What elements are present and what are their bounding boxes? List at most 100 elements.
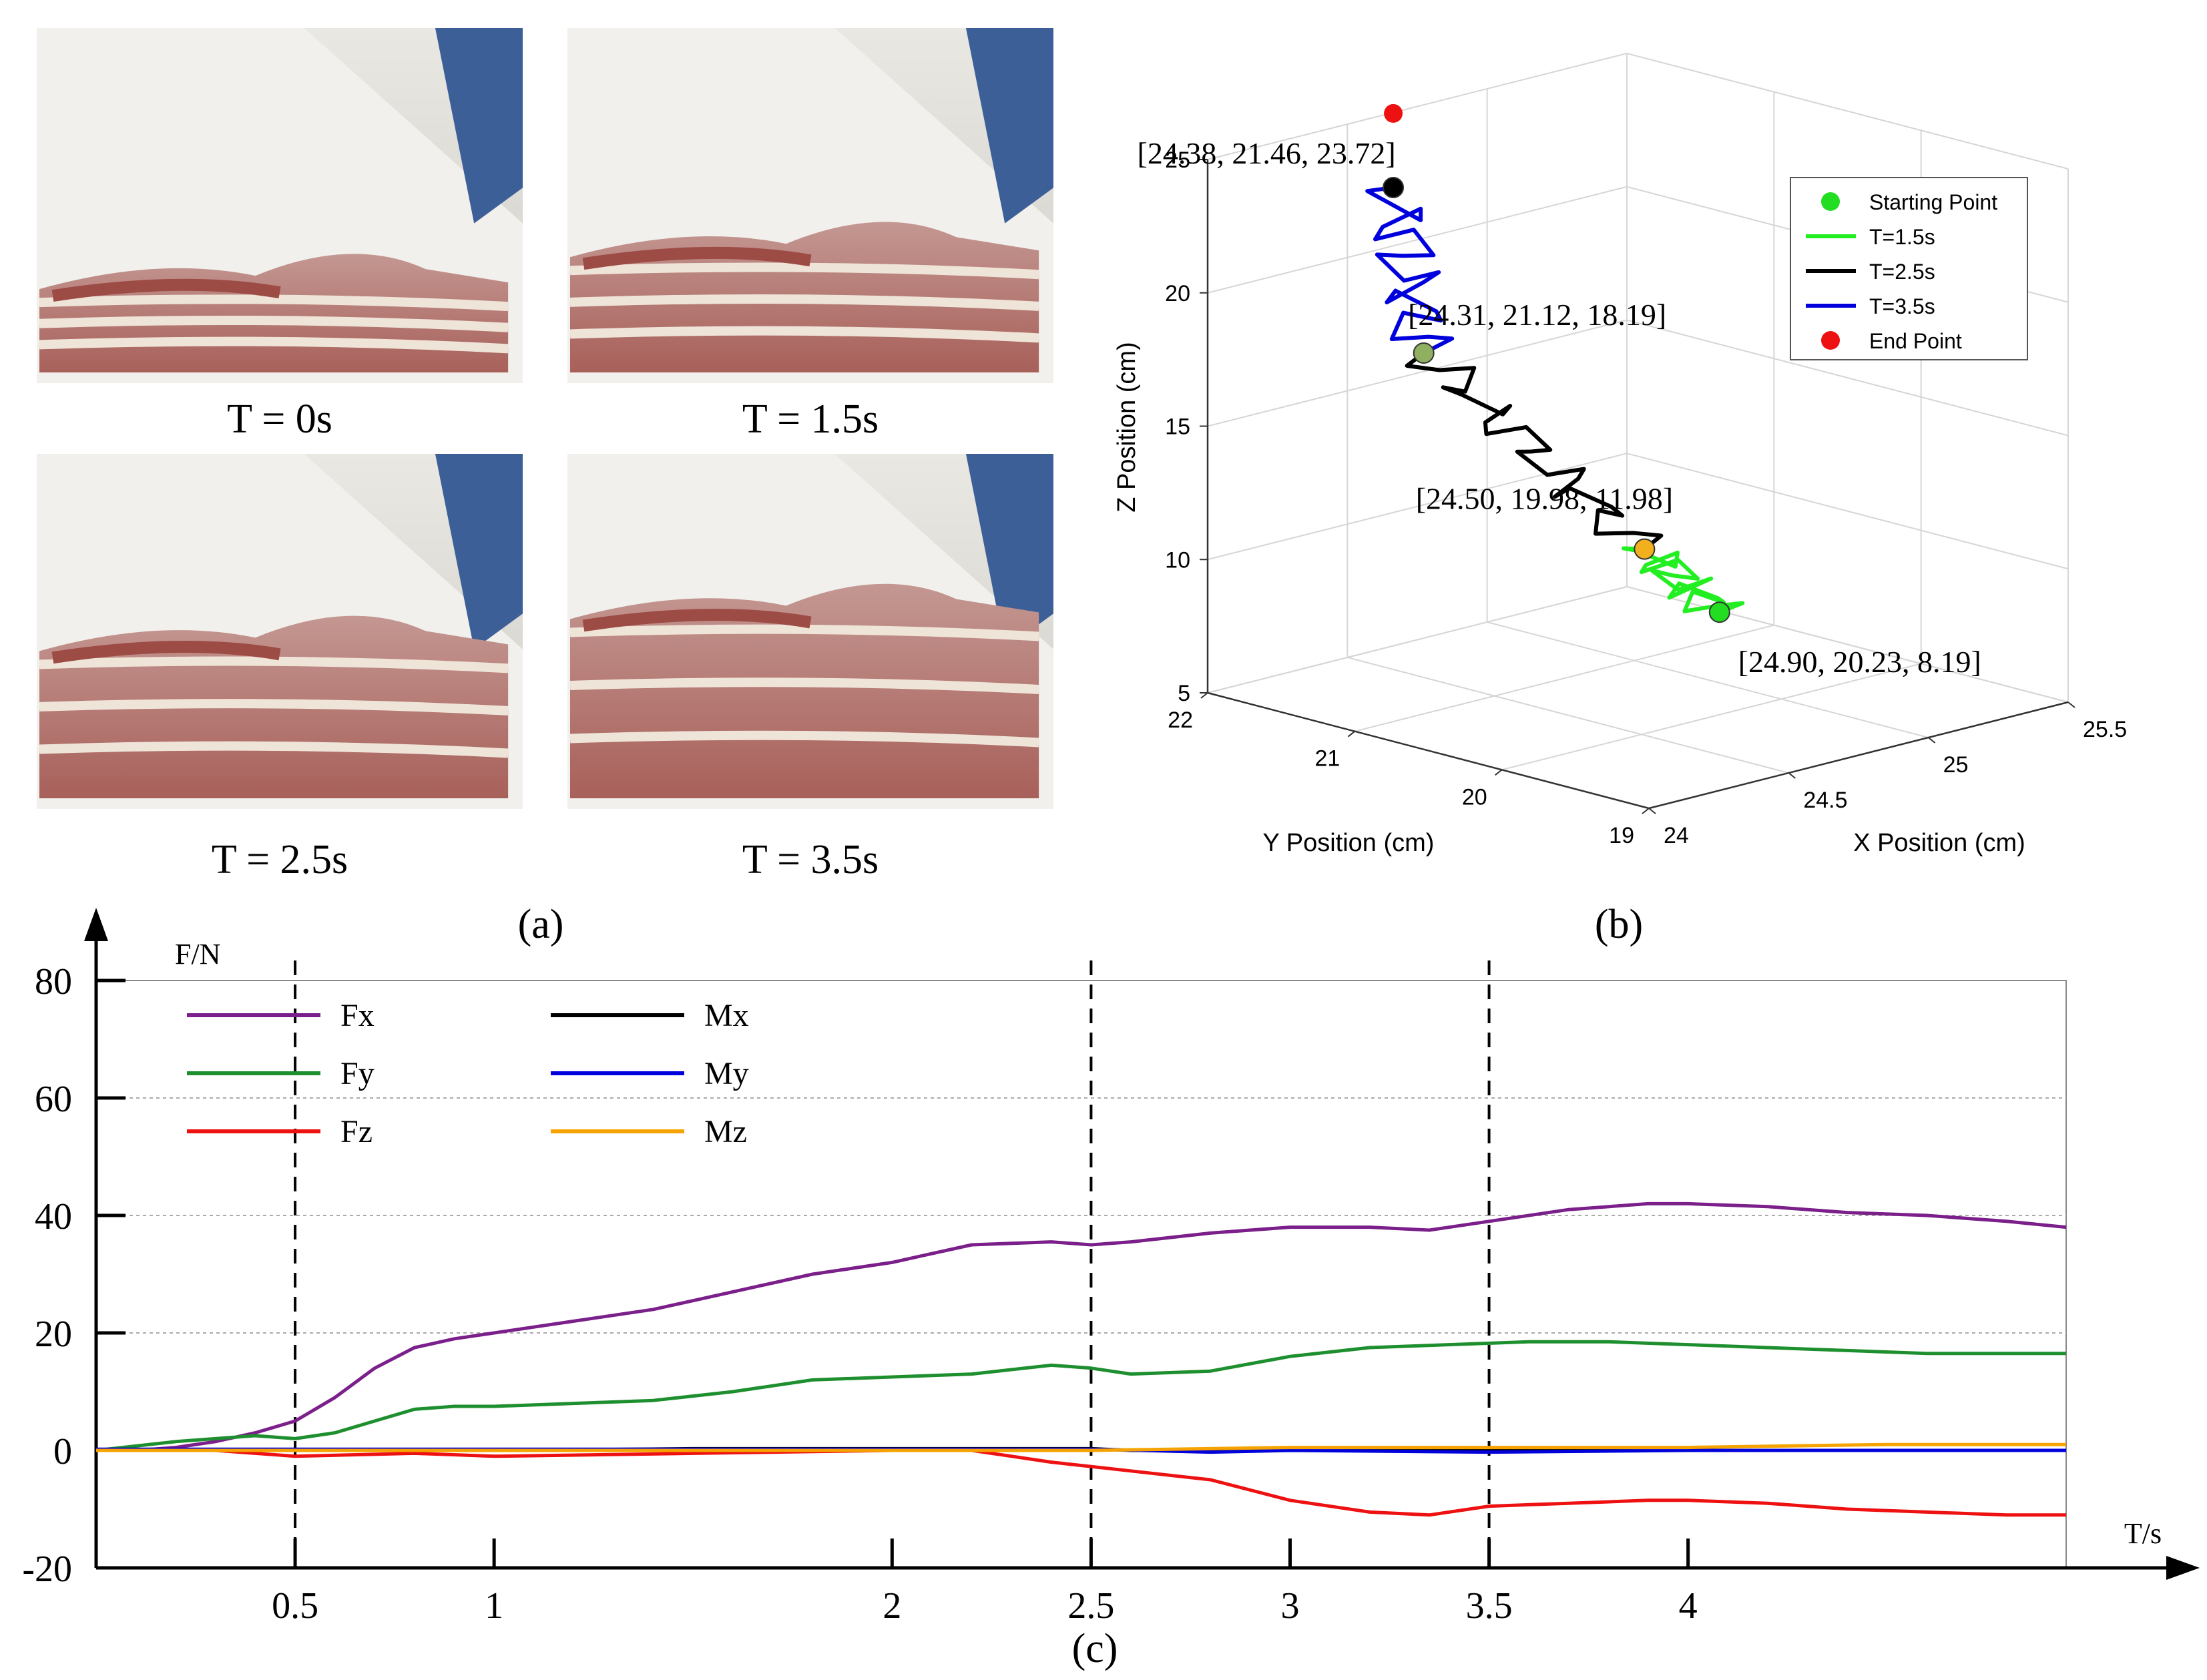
y-tick-label: 22 <box>1168 708 1193 733</box>
fat-layer <box>39 336 509 354</box>
x-tick-label: 0.5 <box>272 1585 318 1627</box>
series-line-fx <box>96 1201 2067 1452</box>
legend-label: Starting Point <box>1869 190 1997 214</box>
fat-layer <box>39 294 509 312</box>
equipment-box <box>965 28 1053 224</box>
equipment-box <box>435 28 523 224</box>
fat-layer <box>569 730 1039 748</box>
legend-marker <box>1821 331 1840 350</box>
lean-layer <box>582 246 812 270</box>
point-coordinate-label: [24.50, 19.98, 11.98] <box>1416 482 1673 516</box>
y-tick-label: 20 <box>35 1314 72 1355</box>
trajectory-point-t3.5 <box>1383 176 1405 198</box>
fat-layer <box>569 677 1039 694</box>
legend-label: My <box>704 1056 749 1091</box>
legend-label: Fz <box>340 1114 373 1149</box>
fat-layer <box>39 699 509 716</box>
photo-frame-0 <box>37 28 523 383</box>
force-plot: -20 0 20 40 60 80 0.5 1 2 2.5 3 3.5 4 F/N T/s Fx Fy Fz Mx M… <box>22 908 2200 1627</box>
y-tick-label: 0 <box>53 1431 72 1472</box>
panel-b-label: (b) <box>1595 902 1643 947</box>
x-tick <box>1648 808 1656 814</box>
y-tick-label: 40 <box>35 1196 72 1237</box>
x-tick-label: 1 <box>485 1585 503 1627</box>
y-axis-label: F/N <box>175 938 220 970</box>
x-tick <box>1928 737 1936 744</box>
photo-caption: T = 2.5s <box>212 837 348 882</box>
photo-caption: T = 1.5s <box>742 396 879 442</box>
point-coordinate-label: [24.38, 21.46, 23.72] <box>1138 136 1396 170</box>
y-tick-label: 21 <box>1315 746 1340 772</box>
y-tick <box>1347 730 1355 738</box>
x-tick-label: 24 <box>1664 823 1689 848</box>
grid-line <box>1207 53 1628 693</box>
trajectory-point-t1.5 <box>1634 538 1656 560</box>
y-tick-label: 80 <box>35 961 72 1003</box>
pork-slab <box>570 583 1039 799</box>
z-tick-label: 10 <box>1165 547 1190 573</box>
lean-layer <box>51 641 281 664</box>
legend-label: T=1.5s <box>1869 225 1935 249</box>
x-tick <box>1788 772 1796 779</box>
legend-label: T=3.5s <box>1869 294 1935 318</box>
y-tick <box>1200 692 1208 699</box>
y-tick <box>1642 808 1650 814</box>
x-tick-label: 25 <box>1943 752 1969 778</box>
legend-label: Mx <box>704 998 749 1033</box>
series-line-fz <box>96 1448 2066 1517</box>
photo-frame-3 <box>567 454 1053 809</box>
fat-layer <box>39 656 509 673</box>
y-tick-label: 60 <box>35 1079 72 1120</box>
y-axis-label: Y Position (cm) <box>1263 829 1435 857</box>
lean-layer <box>51 278 281 302</box>
legend-label: End Point <box>1869 329 1962 353</box>
point-coordinate-label: [24.90, 20.23, 8.19] <box>1738 645 1981 679</box>
z-tick-label: 25 <box>1165 148 1190 173</box>
legend: Starting Point T=1.5s T=2.5s T=3.5s End Poin… <box>1790 177 2028 360</box>
trajectory-segment-2-5s <box>1405 351 1664 551</box>
y-tick-label: -20 <box>22 1549 72 1590</box>
x-axis-line <box>1648 701 2069 810</box>
point-coordinate-label: [24.31, 21.12, 18.19] <box>1408 298 1666 332</box>
equipment-box <box>965 454 1053 649</box>
fat-layer <box>39 315 509 332</box>
z-tick-label: 5 <box>1178 681 1190 706</box>
legend-label: Mz <box>704 1114 747 1149</box>
x-tick-label: 3 <box>1280 1585 1299 1627</box>
x-tick-label: 4 <box>1679 1585 1698 1627</box>
photo-caption: T = 0s <box>227 396 332 442</box>
fat-layer <box>569 262 1039 280</box>
photo-caption: T = 3.5s <box>742 837 879 882</box>
x-axis-arrow <box>2166 1556 2200 1580</box>
trajectory-3d-plot: 24 24.5 25 25.5 19 20 21 225 10 15 20 25 X Position … <box>1113 52 2127 857</box>
panel-a-label: (a) <box>518 902 564 947</box>
y-tick-label: 20 <box>1462 784 1487 810</box>
z-tick-label: 20 <box>1165 281 1190 306</box>
lean-layer <box>582 609 812 632</box>
fat-layer <box>569 326 1039 343</box>
fat-layer <box>569 624 1039 641</box>
trajectory-point-end <box>1384 103 1403 123</box>
legend-marker <box>1821 192 1840 211</box>
legend-label: Fx <box>340 998 375 1033</box>
z-axis-label: Z Position (cm) <box>1113 342 1141 512</box>
z-tick-label: 15 <box>1165 414 1190 440</box>
photo-panel: T = 0s T = 1.5s T = 2.5s T = 3.5s <box>37 28 1053 882</box>
fat-layer <box>569 294 1039 311</box>
y-tick-label: 19 <box>1609 823 1634 848</box>
x-axis-label: T/s <box>2124 1517 2162 1550</box>
grid-line <box>1355 91 1775 732</box>
series-line-fy <box>95 1340 2066 1452</box>
x-tick-label: 2.5 <box>1067 1585 1114 1627</box>
series-line-mz <box>96 1442 2066 1452</box>
trajectory-segment-1-5s <box>1622 546 1745 615</box>
x-tick-label: 24.5 <box>1803 788 1847 813</box>
y-tick <box>1495 769 1503 776</box>
grid-line <box>1346 124 1789 774</box>
x-tick-label: 25.5 <box>2083 717 2127 742</box>
trajectory-point-t2.5 <box>1413 342 1435 364</box>
photo-frame-2 <box>37 454 523 809</box>
legend-label: T=2.5s <box>1869 260 1935 284</box>
x-axis-label: X Position (cm) <box>1853 829 2025 857</box>
